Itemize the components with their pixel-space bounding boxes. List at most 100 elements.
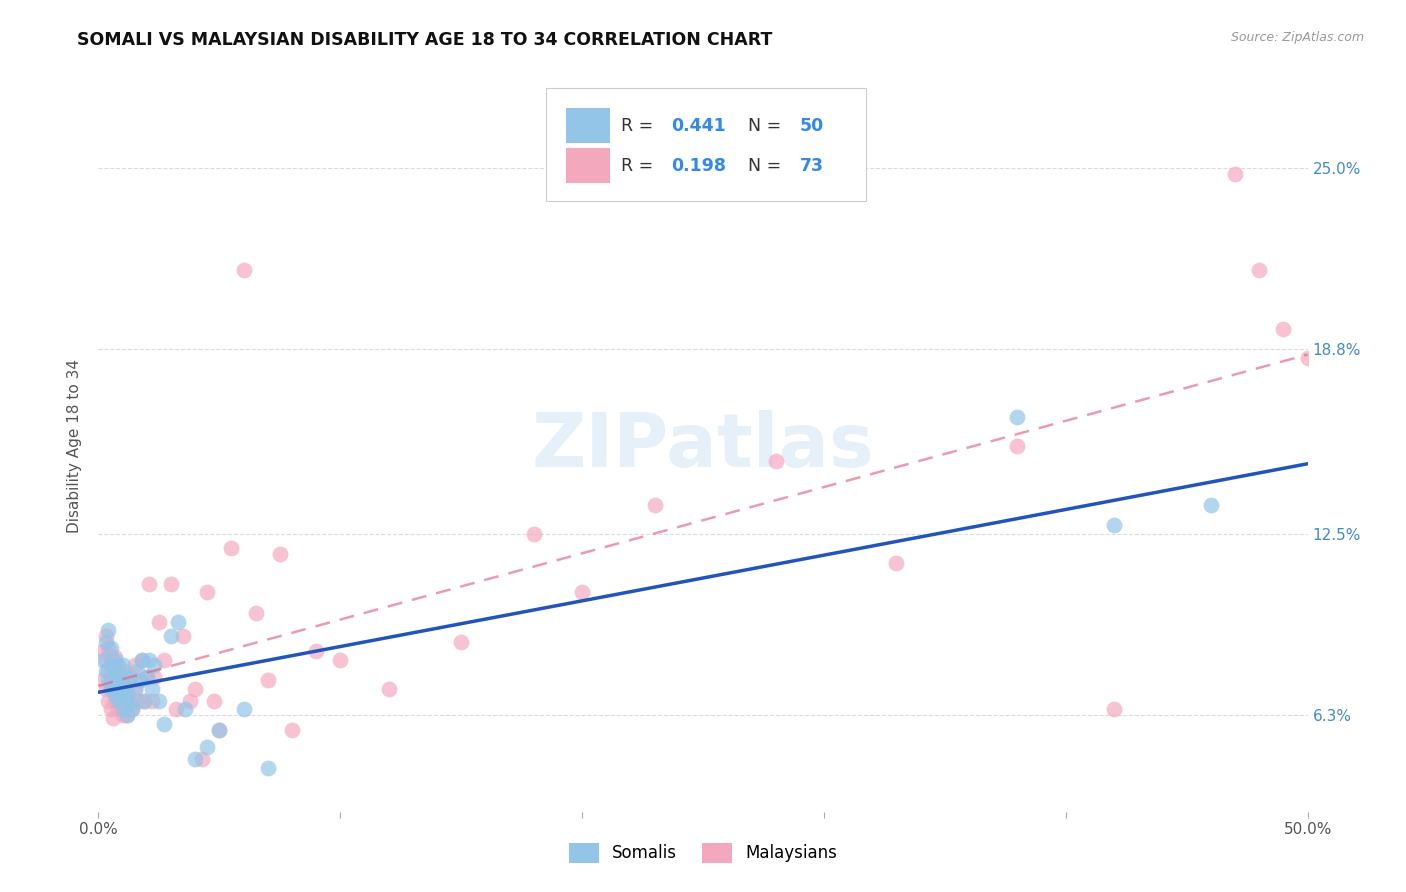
Point xyxy=(167,615,190,629)
Point xyxy=(108,670,131,684)
Point xyxy=(152,717,174,731)
Point xyxy=(97,665,120,679)
Point xyxy=(118,693,141,707)
Point xyxy=(245,606,267,620)
Point xyxy=(91,644,114,658)
Y-axis label: Disability Age 18 to 34: Disability Age 18 to 34 xyxy=(67,359,83,533)
Point xyxy=(100,640,122,655)
Point xyxy=(208,723,231,737)
Point xyxy=(100,702,122,716)
Point xyxy=(152,652,174,666)
Point xyxy=(135,670,157,684)
Point xyxy=(111,665,134,679)
Point xyxy=(114,679,136,693)
Point xyxy=(1102,518,1125,533)
Point xyxy=(104,670,127,684)
Text: 73: 73 xyxy=(800,157,824,175)
Point xyxy=(117,708,139,723)
Point xyxy=(107,702,129,716)
Point xyxy=(160,629,183,643)
Point xyxy=(118,697,141,711)
Point xyxy=(141,693,163,707)
Point xyxy=(1296,351,1319,366)
Point xyxy=(104,649,127,664)
Point xyxy=(131,652,153,666)
Point xyxy=(765,453,787,467)
Point xyxy=(117,681,139,696)
Point xyxy=(191,752,214,766)
Point xyxy=(97,624,120,638)
Point xyxy=(232,263,254,277)
Point xyxy=(127,665,149,679)
Point xyxy=(184,752,207,766)
FancyBboxPatch shape xyxy=(567,147,610,183)
Point xyxy=(184,681,207,696)
Point xyxy=(138,576,160,591)
Point xyxy=(101,676,124,690)
Point xyxy=(204,693,226,707)
Point xyxy=(128,673,150,687)
Point xyxy=(256,761,278,775)
Point xyxy=(101,658,124,673)
Point xyxy=(143,658,166,673)
Text: 0.198: 0.198 xyxy=(672,157,727,175)
Point xyxy=(256,673,278,687)
Point xyxy=(1007,409,1029,424)
Point xyxy=(1249,263,1271,277)
Point xyxy=(450,635,472,649)
FancyBboxPatch shape xyxy=(567,108,610,144)
Point xyxy=(1199,498,1222,512)
Point xyxy=(148,693,170,707)
Point xyxy=(195,585,218,599)
Point xyxy=(100,658,122,673)
Point xyxy=(1272,322,1295,336)
Point xyxy=(107,676,129,690)
Point xyxy=(111,679,134,693)
Point xyxy=(91,652,114,666)
Text: N =: N = xyxy=(737,157,786,175)
Text: R =: R = xyxy=(621,157,658,175)
Point xyxy=(124,681,146,696)
Point xyxy=(118,670,141,684)
FancyBboxPatch shape xyxy=(546,87,866,201)
Point xyxy=(108,685,131,699)
Point xyxy=(101,711,124,725)
Point xyxy=(134,693,156,707)
Point xyxy=(377,681,399,696)
Point xyxy=(107,679,129,693)
Point xyxy=(1223,167,1246,181)
Point xyxy=(232,702,254,716)
Point xyxy=(128,673,150,687)
Point xyxy=(94,681,117,696)
Point xyxy=(174,702,197,716)
Point xyxy=(172,629,194,643)
Point xyxy=(108,667,131,681)
Point xyxy=(94,635,117,649)
Point xyxy=(134,693,156,707)
Point xyxy=(100,681,122,696)
Point xyxy=(97,673,120,687)
Point xyxy=(644,498,666,512)
Point xyxy=(135,670,157,684)
Point xyxy=(148,615,170,629)
Point xyxy=(121,702,143,716)
Point xyxy=(100,649,122,664)
Point xyxy=(107,693,129,707)
Point xyxy=(111,702,134,716)
Point xyxy=(97,640,120,655)
Point xyxy=(523,526,546,541)
Text: Source: ZipAtlas.com: Source: ZipAtlas.com xyxy=(1230,31,1364,45)
Point xyxy=(221,541,243,556)
Point xyxy=(94,665,117,679)
Point xyxy=(124,658,146,673)
Point xyxy=(101,681,124,696)
Point xyxy=(91,673,114,687)
Point xyxy=(94,629,117,643)
Point xyxy=(101,661,124,675)
Point xyxy=(117,688,139,702)
Point xyxy=(117,708,139,723)
Point xyxy=(104,693,127,707)
Text: 50: 50 xyxy=(800,117,824,135)
Point xyxy=(124,681,146,696)
Point xyxy=(1102,702,1125,716)
